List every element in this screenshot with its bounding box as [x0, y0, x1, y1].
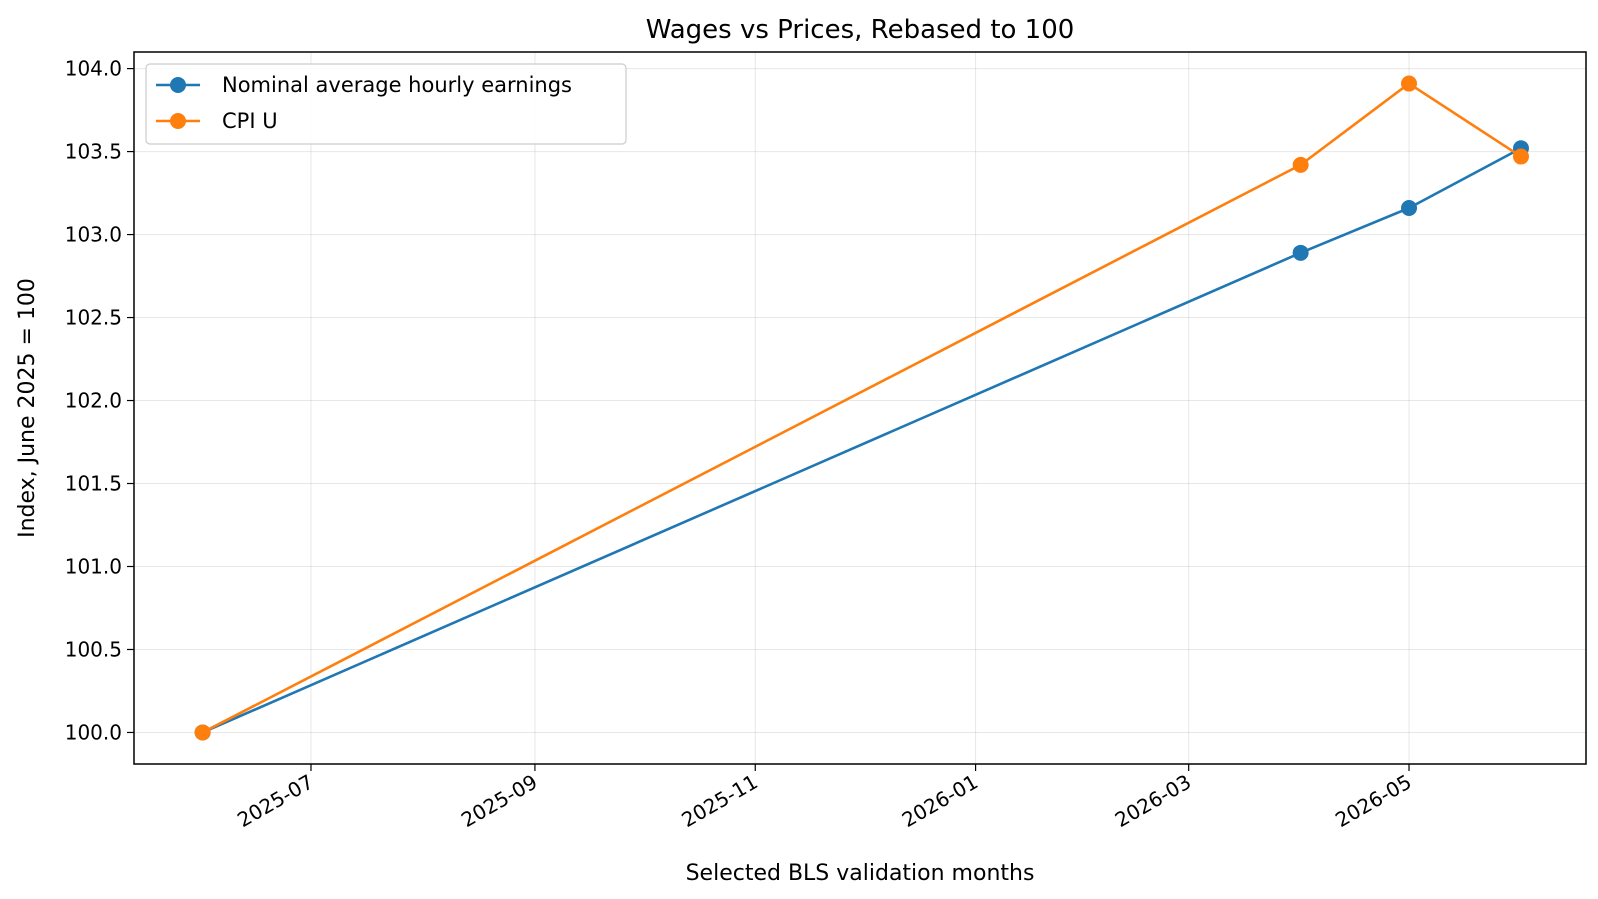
legend-marker-wages: [170, 77, 186, 93]
data-point: [1292, 244, 1309, 261]
x-axis-label: Selected BLS validation months: [686, 861, 1035, 886]
axes-frame: [133, 51, 1587, 765]
series-area: [194, 75, 1529, 741]
y-tick-label: 103.0: [65, 223, 122, 247]
legend-label-cpi: CPI U: [222, 109, 278, 133]
y-tick-label: 104.0: [65, 57, 122, 81]
y-axis-label: Index, June 2025 = 100: [15, 278, 40, 538]
series-1: [194, 75, 1529, 741]
y-tick-label: 103.5: [65, 140, 122, 164]
legend: Nominal average hourly earnings CPI U: [145, 63, 627, 145]
y-tick-label: 100.5: [65, 637, 122, 661]
data-point: [1401, 200, 1418, 217]
series-line: [202, 82, 1522, 734]
y-tick-label: 101.5: [65, 472, 122, 496]
legend-marker-cpi: [170, 113, 186, 129]
y-tick-label: 100.0: [65, 720, 122, 744]
legend-box: [145, 63, 627, 145]
data-point: [1292, 156, 1309, 173]
y-tick-label: 102.0: [65, 389, 122, 413]
data-point: [1512, 148, 1529, 165]
y-tick-label: 101.0: [65, 554, 122, 578]
data-point: [194, 724, 211, 741]
series-line: [202, 147, 1522, 734]
data-point: [1401, 75, 1418, 92]
y-tick-label: 102.5: [65, 306, 122, 330]
legend-label-wages: Nominal average hourly earnings: [222, 73, 572, 97]
chart-title: Wages vs Prices, Rebased to 100: [646, 15, 1075, 45]
